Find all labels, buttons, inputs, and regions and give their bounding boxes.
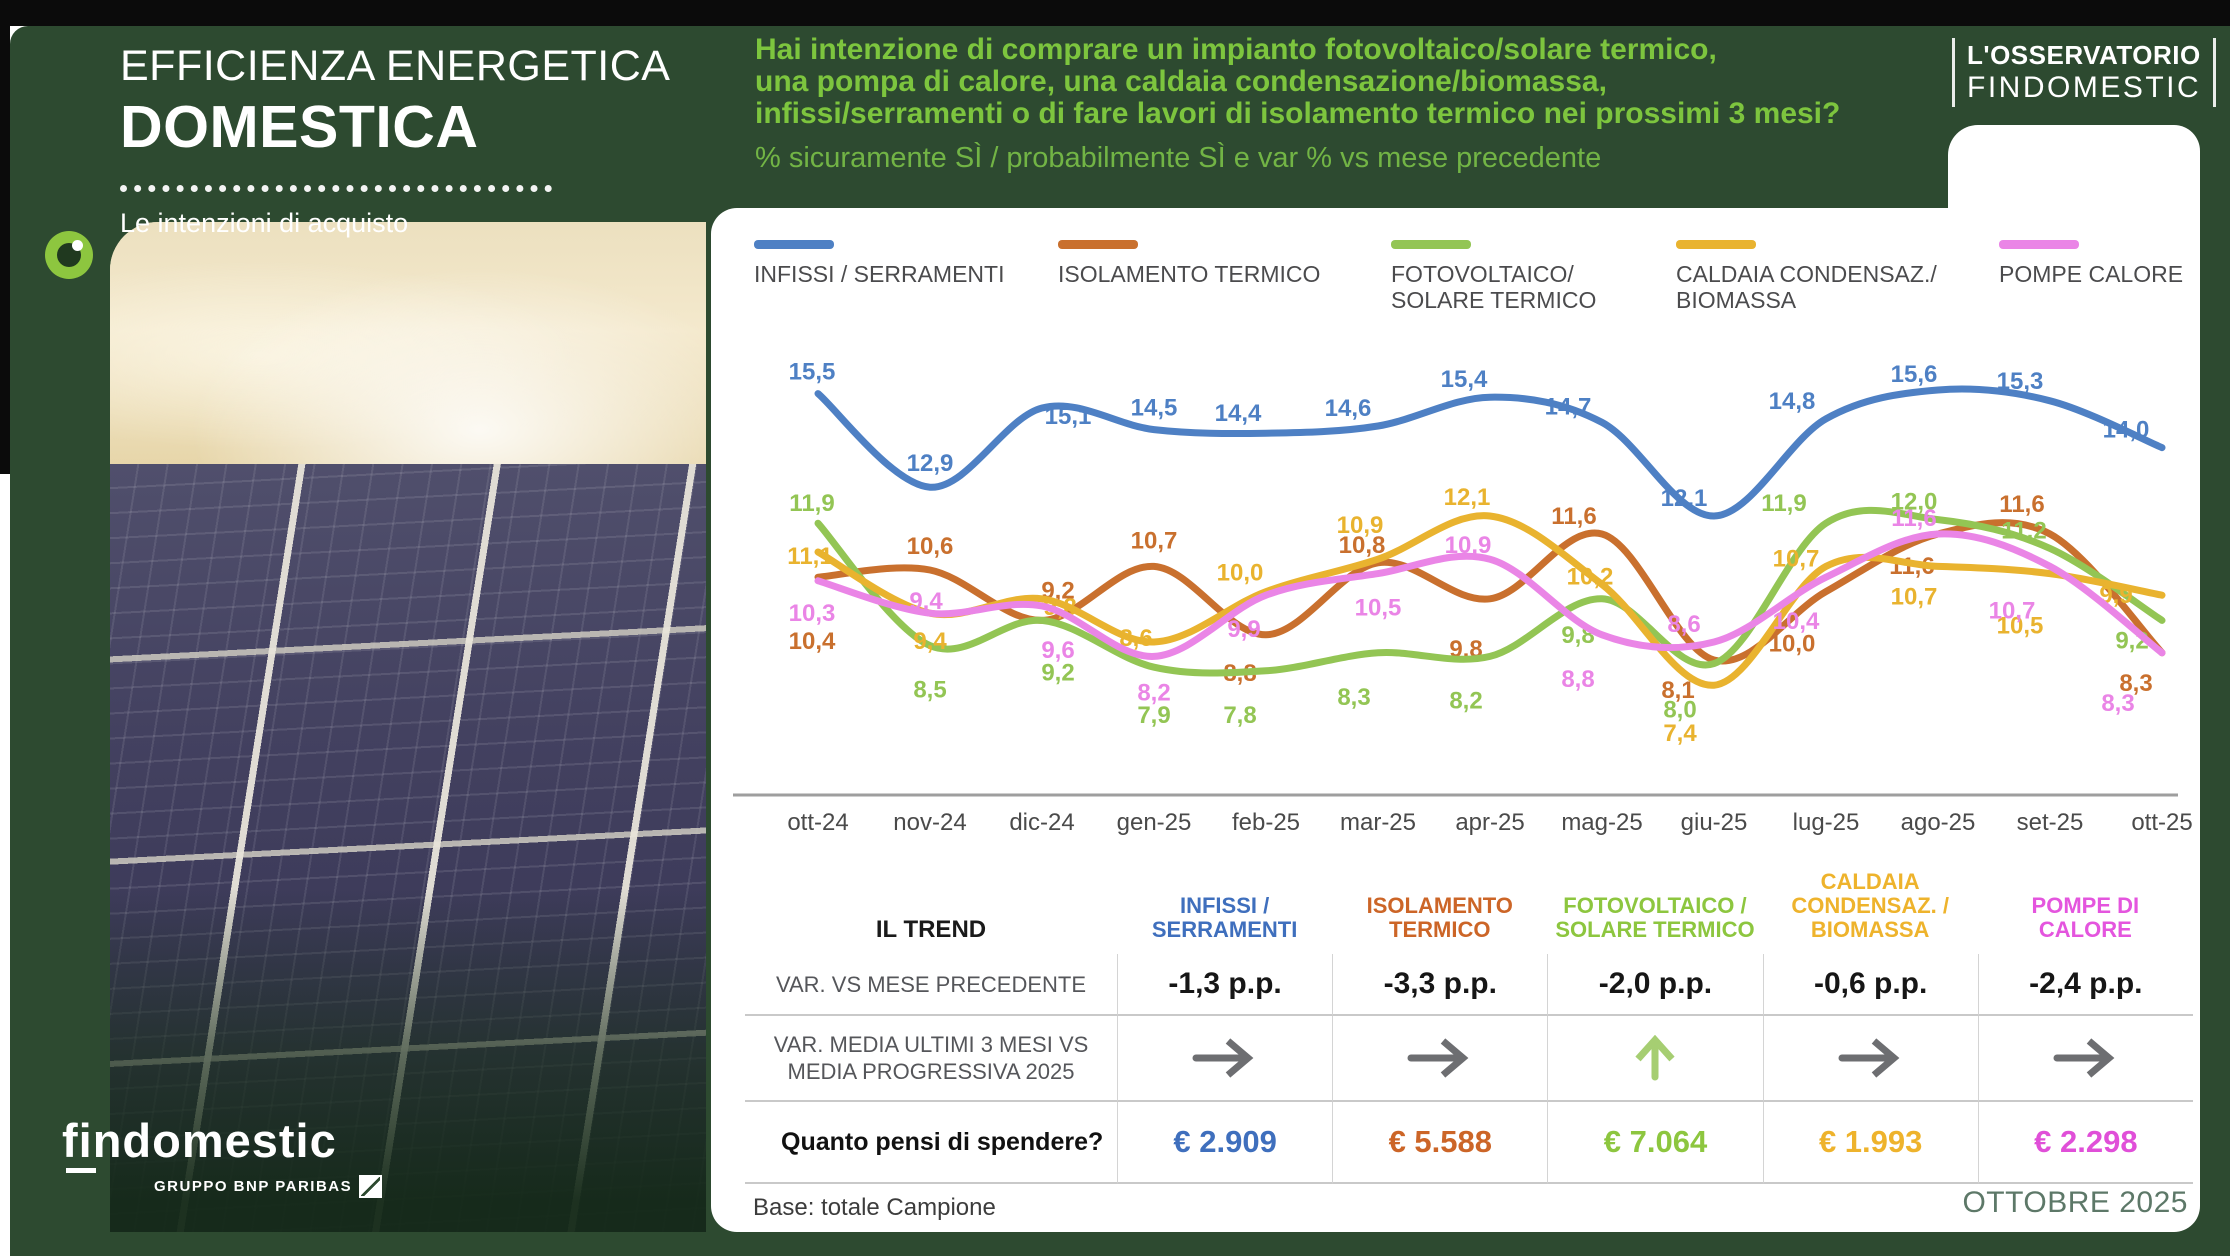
question-line: infissi/serramenti o di fare lavori di i…	[755, 97, 1841, 130]
arrow-right-icon	[1407, 1038, 1469, 1078]
measure-note: % sicuramente SÌ / probabilmente SÌ e va…	[755, 142, 1602, 174]
header-line: BIOMASSA	[1810, 917, 1930, 942]
media-label-line: VAR. MEDIA ULTIMI 3 MESI VS	[773, 1032, 1089, 1057]
spend-value: € 5.588	[1332, 1102, 1548, 1184]
media-label-line: MEDIA PROGRESSIVA 2025	[787, 1059, 1075, 1084]
survey-question: Hai intenzione di comprare un impianto f…	[755, 34, 1965, 175]
spend-value: € 2.909	[1117, 1102, 1333, 1184]
eye-icon-glint	[72, 240, 83, 251]
osservatorio-logo-line1: L'OSSERVATORIO	[1967, 40, 2201, 70]
trend-column-header: ISOLAMENTO TERMICO	[1332, 862, 1547, 954]
report-date: OTTOBRE 2025	[1962, 1186, 2188, 1219]
legend-color-bar	[1999, 240, 2079, 249]
legend-label: FOTOVOLTAICO/	[1391, 261, 1574, 287]
findomestic-logo: findomestic GRUPPO BNP PARIBAS	[62, 1114, 383, 1198]
legend-label: ISOLAMENTO TERMICO	[1058, 261, 1321, 287]
question-line: Hai intenzione di comprare un impianto f…	[755, 33, 1717, 66]
spend-value: € 1.993	[1762, 1102, 1978, 1184]
legend-color-bar	[1391, 240, 1471, 249]
osservatorio-logo-line2: FINDOMESTIC	[1967, 71, 2202, 104]
title-block: EFFICIENZA ENERGETICA DOMESTICA Le inten…	[120, 42, 670, 239]
trend-table: IL TREND INFISSI / SERRAMENTI ISOLAMENTO TER…	[745, 862, 2193, 1184]
header-line: SERRAMENTI	[1151, 917, 1298, 942]
page-subtitle: Le intenzioni di acquisto	[120, 208, 409, 238]
arrow-up-icon	[1635, 1035, 1676, 1081]
legend-item: INFISSI / SERRAMENTI	[754, 240, 1004, 287]
trend-column-header: FOTOVOLTAICO / SOLARE TERMICO	[1547, 862, 1762, 954]
arrow-right-icon	[1192, 1038, 1254, 1078]
arrow-right-icon	[2053, 1038, 2115, 1078]
var-value: -2,0 p.p.	[1547, 954, 1763, 1016]
top-black-bar	[0, 0, 2230, 26]
legend-color-bar	[1676, 240, 1756, 249]
photo-green-fade	[110, 222, 706, 1232]
var-value: -1,3 p.p.	[1117, 954, 1333, 1016]
header-line: INFISSI /	[1179, 893, 1270, 918]
trend-column-header: POMPE DI CALORE	[1978, 862, 2193, 954]
var-value: -3,3 p.p.	[1332, 954, 1548, 1016]
page-title-line2: DOMESTICA	[120, 94, 479, 160]
legend-item: CALDAIA CONDENSAZ./BIOMASSA	[1676, 240, 1937, 313]
trend-column-header: INFISSI / SERRAMENTI	[1117, 862, 1332, 954]
dotted-divider	[120, 185, 552, 192]
trend-arrow-cell	[1977, 1016, 2193, 1102]
header-line: FOTOVOLTAICO /	[1563, 893, 1747, 918]
legend-item: POMPE CALORE	[1999, 240, 2183, 287]
var-value: -0,6 p.p.	[1762, 954, 1978, 1016]
base-note: Base: totale Campione	[753, 1194, 996, 1221]
solar-panel-photo	[110, 222, 706, 1232]
legend-label: INFISSI / SERRAMENTI	[754, 261, 1005, 287]
header-line: CALDAIA	[1820, 869, 1920, 894]
spend-value: € 7.064	[1547, 1102, 1763, 1184]
findomestic-logo-text: findomestic	[62, 1114, 337, 1167]
legend-label: CALDAIA CONDENSAZ./	[1676, 261, 1937, 287]
trend-arrow-cell	[1117, 1016, 1333, 1102]
eye-icon	[45, 231, 93, 279]
trend-title-text: IL TREND	[875, 916, 987, 943]
legend-color-bar	[1058, 240, 1138, 249]
header-line: CONDENSAZ. /	[1791, 893, 1949, 918]
page-title-line1: EFFICIENZA ENERGETICA	[120, 42, 671, 90]
legend-label: POMPE CALORE	[1999, 261, 2184, 287]
trend-column-header: CALDAIA CONDENSAZ. / BIOMASSA	[1763, 862, 1978, 954]
header-line: TERMICO	[1389, 917, 1491, 942]
legend-label: BIOMASSA	[1676, 287, 1797, 313]
header-line: SOLARE TERMICO	[1555, 917, 1755, 942]
osservatorio-findomestic-logo: L'OSSERVATORIO FINDOMESTIC	[1952, 38, 2217, 107]
header-line: POMPE DI	[2031, 893, 2140, 918]
spend-value: € 2.298	[1977, 1102, 2193, 1184]
var-row-label: VAR. VS MESE PRECEDENTE	[745, 954, 1117, 1016]
legend-item: FOTOVOLTAICO/SOLARE TERMICO	[1391, 240, 1596, 313]
arrow-right-icon	[1838, 1038, 1900, 1078]
legend-item: ISOLAMENTO TERMICO	[1058, 240, 1320, 287]
findomestic-logo-underline	[66, 1168, 96, 1173]
trend-arrow-cell	[1762, 1016, 1978, 1102]
header-line: ISOLAMENTO	[1366, 893, 1513, 918]
spend-row-label: Quanto pensi di spendere?	[745, 1102, 1117, 1184]
legend-label: SOLARE TERMICO	[1391, 287, 1597, 313]
left-black-strip	[0, 26, 10, 474]
trend-arrow-cell	[1547, 1016, 1763, 1102]
question-line: una pompa di calore, una caldaia condens…	[755, 65, 1607, 98]
trend-table-title: IL TREND	[745, 862, 1117, 954]
svg-element	[2086, 1038, 2115, 1078]
svg-element	[1635, 1035, 1676, 1062]
var-value: -2,4 p.p.	[1977, 954, 2193, 1016]
svg-element	[1441, 1038, 1469, 1078]
legend-color-bar	[754, 240, 834, 249]
svg-element	[1225, 1038, 1254, 1078]
bnp-paribas-icon	[359, 1175, 383, 1198]
svg-element	[1871, 1038, 1900, 1078]
header-line: CALORE	[2038, 917, 2132, 942]
media-row-label: VAR. MEDIA ULTIMI 3 MESI VS MEDIA PROGRES…	[745, 1016, 1117, 1102]
bnp-group-text: GRUPPO BNP PARIBAS	[154, 1178, 353, 1195]
trend-arrow-cell	[1332, 1016, 1548, 1102]
